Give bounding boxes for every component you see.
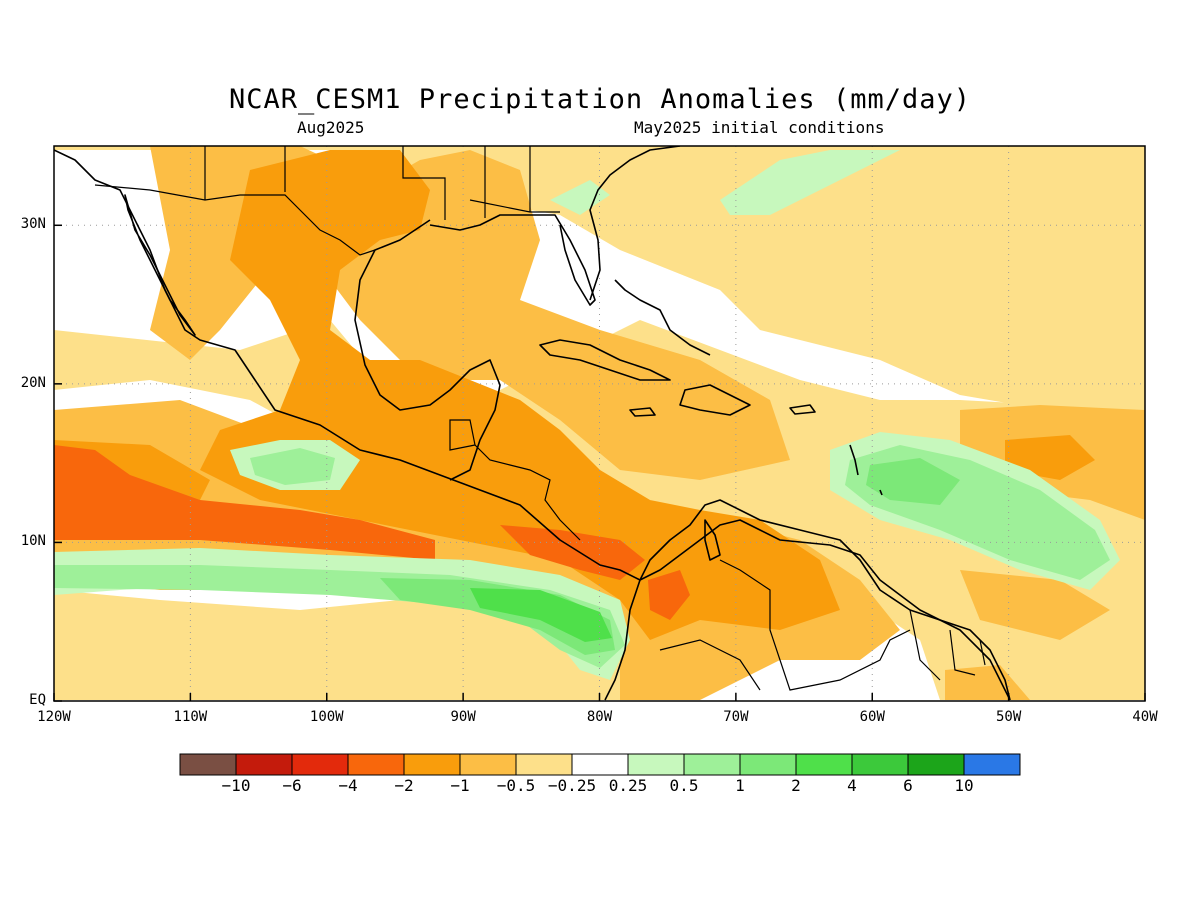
valid-month: Aug2025 [297, 118, 365, 137]
contour-light-green [550, 180, 610, 215]
coastline-cuba [539, 339, 671, 381]
contour-bright-green [470, 588, 612, 642]
x-tick-label: 60W [859, 709, 885, 725]
coastline-gulf-mexico [354, 219, 501, 481]
y-tick-label: 30N [20, 216, 46, 233]
border-colombia-south [659, 639, 761, 691]
contour-dark-orange [54, 445, 435, 560]
colorbar-label: 2 [791, 776, 801, 795]
coastline-us-east [589, 146, 681, 301]
border-central-america [474, 444, 581, 541]
colorbar-label: −0.5 [496, 776, 536, 795]
coastline-us-gulf [429, 214, 596, 306]
border-guianas [909, 609, 986, 681]
x-tick-label: 40W [1132, 709, 1158, 725]
contour-orange [1005, 435, 1095, 480]
y-tick-label: EQ [29, 692, 46, 708]
x-tick-label: 120W [37, 709, 71, 725]
colorbar-label: −6 [282, 776, 302, 795]
coastline-baja [124, 194, 196, 336]
contour-mid-green [866, 458, 960, 505]
border-us-mexico [94, 184, 376, 256]
contour-pale-yellow [54, 146, 1145, 420]
border-colombia-venezuela [719, 559, 911, 691]
x-tick-label: 70W [723, 709, 749, 725]
colorbar-label: 10 [954, 776, 974, 795]
x-tick-label: 50W [995, 709, 1022, 725]
x-tick-label: 90W [450, 709, 476, 725]
y-tick-label: 20N [20, 374, 46, 391]
coastline-maracaibo [704, 519, 721, 561]
x-tick-label: 80W [586, 709, 613, 725]
contour-orange [200, 150, 840, 640]
colorbar-label: 1 [735, 776, 745, 795]
colorbar-label: 6 [903, 776, 913, 795]
contour-light-orange [945, 665, 1030, 700]
contour-pale-yellow [54, 590, 620, 700]
lat-lon-grid [54, 146, 1145, 701]
coastline-hispaniola [679, 384, 751, 416]
contour-dark-orange [500, 525, 645, 580]
coastline-puerto-rico [789, 404, 816, 415]
colorbar-label: −1 [450, 776, 470, 795]
coastline-south-america [604, 499, 1011, 701]
contour-green [250, 448, 335, 485]
coastline-jamaica [629, 407, 656, 417]
colorbar-label: −0.25 [547, 776, 597, 795]
coastline-bahamas [614, 279, 711, 356]
coastlines [54, 146, 1011, 701]
colorbar-label: −2 [394, 776, 414, 795]
init-conditions: May2025 initial conditions [634, 118, 885, 137]
colorbar-label: −10 [221, 776, 251, 795]
axis-ticks [53, 224, 1146, 702]
colorbar-label: −4 [338, 776, 358, 795]
coastline-lesser-antilles [849, 444, 883, 496]
contour-light-green [720, 150, 900, 215]
anomaly-field [54, 146, 1145, 700]
x-tick-label: 110W [173, 709, 208, 725]
colorbar-label: 0.25 [608, 776, 648, 795]
y-tick-label: 10N [20, 533, 46, 550]
border-us-states [204, 146, 560, 220]
colorbar-label: 0.5 [669, 776, 699, 795]
colorbar-label: 4 [847, 776, 857, 795]
chart-title: NCAR_CESM1 Precipitation Anomalies (mm/d… [229, 84, 971, 115]
political-borders [94, 146, 986, 691]
contour-light-orange [960, 570, 1110, 640]
x-tick-label: 100W [309, 709, 344, 725]
contour-dark-orange [648, 570, 690, 620]
